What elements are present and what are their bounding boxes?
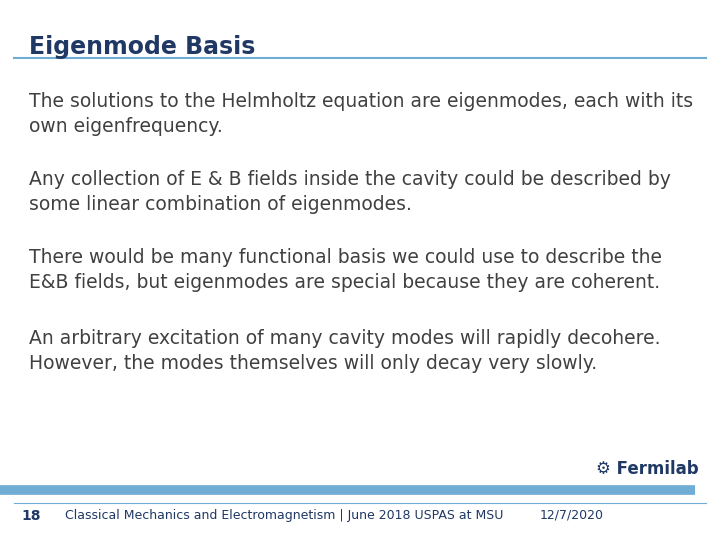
Text: The solutions to the Helmholtz equation are eigenmodes, each with its
own eigenf: The solutions to the Helmholtz equation … bbox=[29, 92, 693, 136]
Text: 18: 18 bbox=[22, 509, 41, 523]
Text: ⚙ Fermilab: ⚙ Fermilab bbox=[595, 460, 698, 478]
Text: An arbitrary excitation of many cavity modes will rapidly decohere.
However, the: An arbitrary excitation of many cavity m… bbox=[29, 329, 660, 373]
Text: Eigenmode Basis: Eigenmode Basis bbox=[29, 35, 255, 59]
Text: Any collection of E & B fields inside the cavity could be described by
some line: Any collection of E & B fields inside th… bbox=[29, 170, 670, 214]
Text: Classical Mechanics and Electromagnetism | June 2018 USPAS at MSU: Classical Mechanics and Electromagnetism… bbox=[65, 509, 503, 522]
Text: 12/7/2020: 12/7/2020 bbox=[540, 509, 604, 522]
Text: There would be many functional basis we could use to describe the
E&B fields, bu: There would be many functional basis we … bbox=[29, 248, 662, 292]
